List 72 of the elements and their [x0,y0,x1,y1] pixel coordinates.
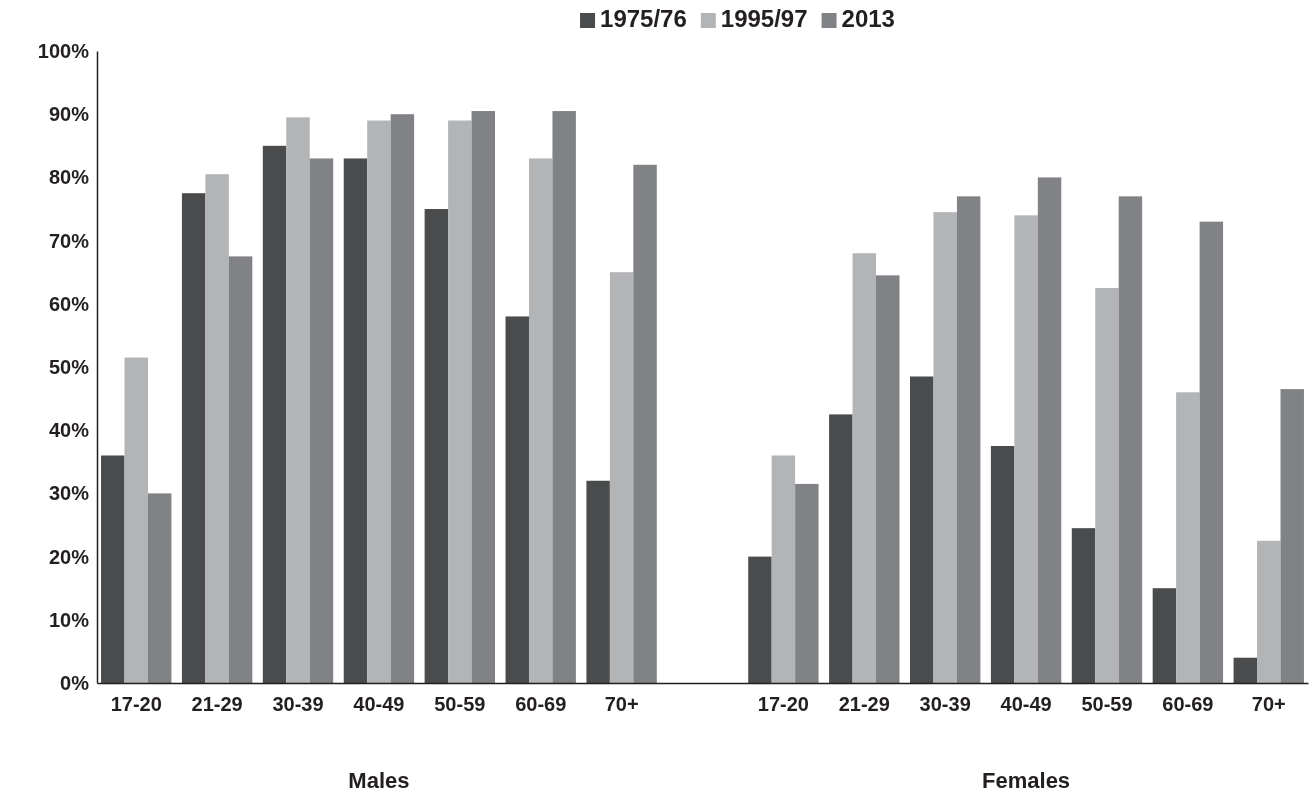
bar [956,196,981,683]
bar [1176,392,1200,683]
bar [147,493,172,683]
bar [262,145,287,683]
y-tick-label: 100% [37,39,90,62]
bar [771,455,796,683]
bar [1118,196,1143,683]
x-tick-label: 60-69 [515,693,567,716]
bar [448,120,472,683]
y-tick-label: 10% [48,608,90,631]
bar [505,316,529,683]
bar [1095,288,1119,683]
x-tick-label: 50-59 [434,693,486,716]
bar [471,111,495,683]
y-tick-label: 40% [48,419,90,442]
bar [1257,540,1281,683]
x-tick-label: 60-69 [1162,693,1214,716]
bar [933,212,957,683]
bar [1233,657,1258,683]
y-tick-label: 0% [60,671,90,694]
bar [552,111,576,683]
bar [1280,389,1304,683]
legend-label: 2013 [841,5,895,32]
bar [424,209,449,683]
x-tick-label: 21-29 [838,693,890,716]
bar [1037,177,1062,683]
bar [101,455,125,683]
legend-label: 1975/76 [600,5,687,32]
x-tick-label: 50-59 [1081,693,1133,716]
text: Females [982,768,1071,793]
y-tick-label: 70% [48,229,90,252]
y-tick-label: 20% [48,545,90,568]
x-tick-label: 40-49 [353,693,405,716]
bar [586,480,610,683]
text: Males [348,768,410,793]
y-tick-label: 80% [48,166,90,189]
x-tick-label: 30-39 [272,693,324,716]
x-tick-label: 17-20 [757,693,809,716]
y-tick-label: 90% [48,103,90,126]
bar [748,556,772,683]
bar [343,158,368,683]
bar [876,275,900,683]
bar [609,272,634,683]
x-tick-label: 30-39 [919,693,971,716]
x-tick-label: 40-49 [1000,693,1052,716]
bar [1199,221,1224,683]
x-tick-label: 17-20 [110,693,162,716]
bar [1071,528,1096,683]
bar [309,158,334,683]
bar [228,256,253,683]
x-tick-label: 21-29 [191,693,243,716]
x-tick-label: 70+ [1251,693,1286,716]
legend-label: 1995/97 [720,5,808,32]
bar [367,120,391,683]
bar [910,376,934,683]
bar [1014,215,1038,683]
y-tick-label: 30% [48,482,90,505]
bar [390,114,415,683]
y-tick-label: 60% [48,292,90,315]
bar [829,414,853,683]
bar [528,158,553,683]
bar [181,193,206,683]
y-tick-label: 50% [48,355,90,378]
bar [990,446,1015,683]
bar [852,253,877,683]
bar [124,357,148,683]
bar [1152,588,1177,683]
bar [205,174,229,683]
x-tick-label: 70+ [604,693,639,716]
bar [795,483,819,683]
bar [633,164,657,683]
bar [286,117,310,683]
